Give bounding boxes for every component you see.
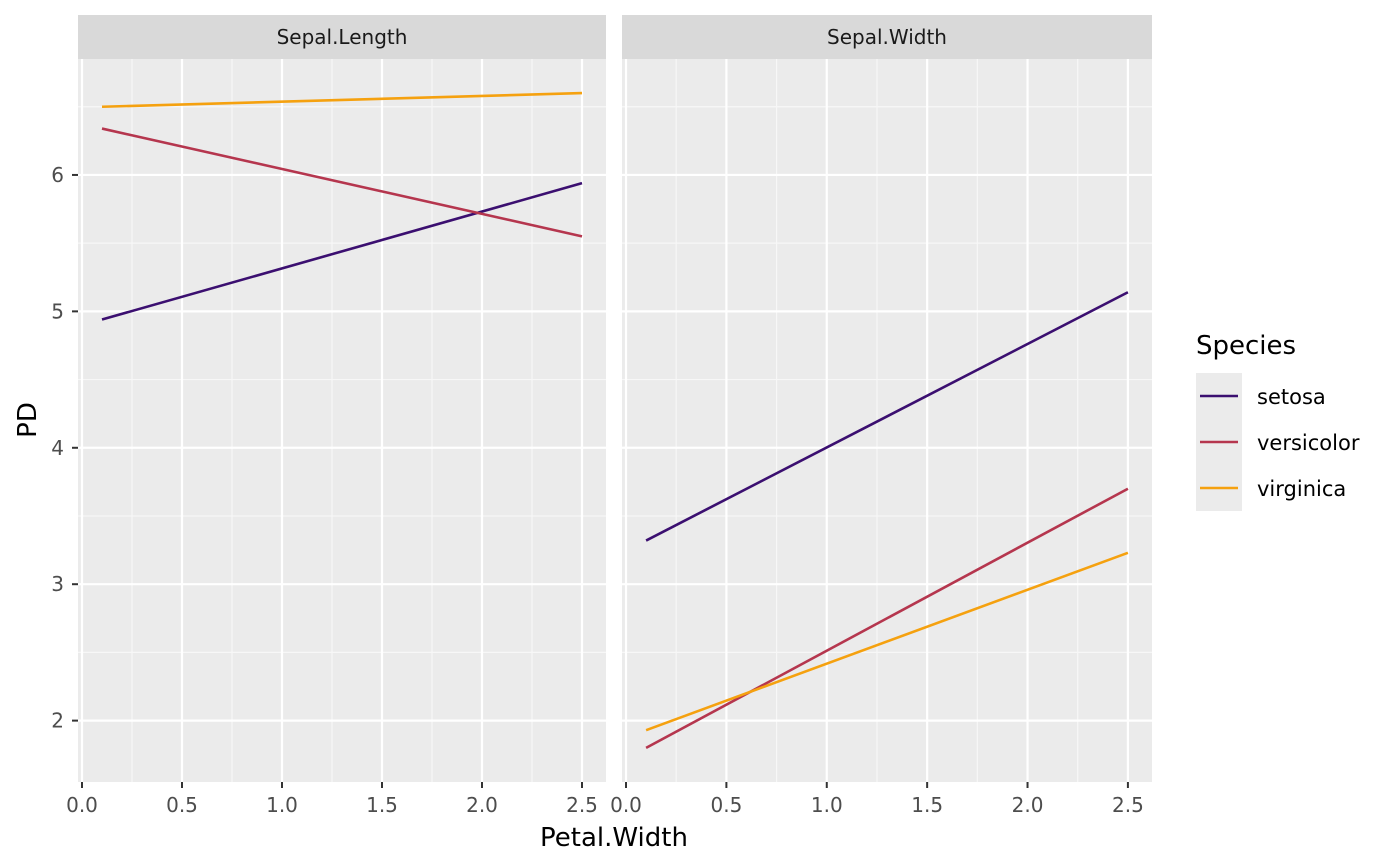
- y-tick-label: 5: [51, 299, 64, 323]
- facet-strip: [622, 15, 1152, 59]
- legend: Species setosa versicolor virginica: [1196, 331, 1360, 511]
- x-tick-label: 2.0: [1012, 793, 1044, 817]
- y-tick-label: 2: [51, 709, 64, 733]
- series-line-versicolor: [645, 487, 1129, 750]
- x-tick-label: 1.0: [811, 793, 843, 817]
- y-tick-label: 4: [51, 436, 64, 460]
- x-tick-label: 0.0: [610, 793, 642, 817]
- series-line-virginica: [645, 551, 1129, 732]
- facet-strip-label: Sepal.Width: [827, 25, 947, 49]
- panel-sepal-length: Sepal.Length 0.0 0.5 1.0 1.5 2.0 2.5: [66, 15, 606, 817]
- y-tick-label: 3: [51, 572, 64, 596]
- x-tick-label: 0.5: [710, 793, 742, 817]
- y-tick-label: 6: [51, 163, 64, 187]
- x-tick-label: 1.5: [366, 793, 398, 817]
- legend-label-setosa: setosa: [1257, 385, 1326, 409]
- x-tick-label: 2.5: [1112, 793, 1144, 817]
- panel-background: [78, 59, 606, 782]
- series-line-versicolor: [101, 127, 583, 238]
- legend-label-virginica: virginica: [1257, 477, 1346, 501]
- legend-label-versicolor: versicolor: [1257, 431, 1360, 455]
- x-tick-label: 2.0: [466, 793, 498, 817]
- x-tick-label: 1.5: [911, 793, 943, 817]
- x-tick-label: 0.0: [66, 793, 98, 817]
- series-line-setosa: [101, 181, 583, 321]
- series-line-virginica: [101, 91, 583, 109]
- y-axis: 2 3 4 5 6: [51, 163, 78, 733]
- panel-sepal-width: Sepal.Width 0.0 0.5 1.0 1.5 2.0 2.5: [610, 15, 1152, 817]
- x-tick-label: 2.5: [566, 793, 598, 817]
- series-line-setosa: [645, 291, 1129, 542]
- x-tick-label: 1.0: [266, 793, 298, 817]
- facet-strip-label: Sepal.Length: [277, 25, 408, 49]
- facet-strip: [78, 15, 606, 59]
- x-axis-title: Petal.Width: [540, 823, 688, 853]
- x-tick-label: 0.5: [166, 793, 198, 817]
- panel-background: [622, 59, 1152, 782]
- legend-title: Species: [1196, 331, 1296, 361]
- y-axis-title: PD: [13, 402, 43, 438]
